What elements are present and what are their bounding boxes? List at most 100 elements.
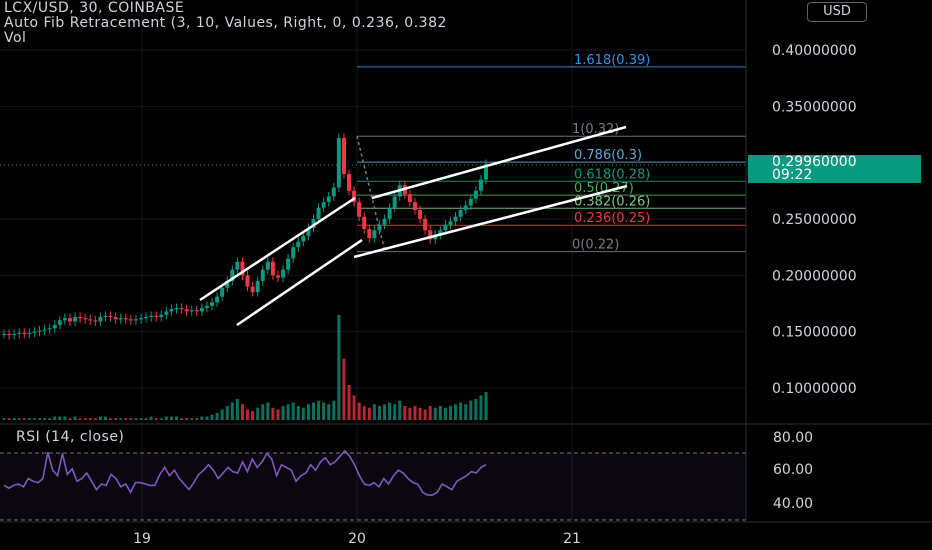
- volume-bar: [139, 418, 143, 420]
- currency-button[interactable]: USD: [807, 2, 867, 22]
- time-axis: 19 20 21: [0, 521, 932, 547]
- rsi-legend[interactable]: RSI (14, close): [16, 429, 125, 445]
- candle-body: [12, 333, 17, 336]
- volume-bar: [413, 406, 417, 420]
- candle-body: [352, 190, 357, 203]
- fib-retracement-levels: 1.618(0.39)1(0.32)0.786(0.3)0.618(0.28)0…: [356, 53, 746, 253]
- candle-body: [52, 324, 57, 329]
- fib-level-label: 0(0.22): [572, 238, 619, 253]
- rsi-pane: 80.00 60.00 40.00: [0, 423, 932, 521]
- last-price-tag: 0.29960000 09:22: [748, 155, 921, 183]
- volume-bar: [27, 418, 31, 420]
- candle-body: [286, 258, 291, 270]
- candle-body: [418, 209, 423, 219]
- candle-body: [316, 207, 321, 219]
- candle-body: [407, 194, 412, 203]
- candle-body: [169, 309, 174, 312]
- price-axis-label: 0.15000000: [772, 325, 857, 341]
- candle-body: [98, 317, 103, 322]
- volume-bar: [210, 414, 214, 420]
- volume-bar: [327, 404, 331, 420]
- volume-bar: [240, 404, 244, 420]
- volume-bar: [185, 418, 189, 420]
- volume-bar: [190, 418, 194, 420]
- volume-bar: [68, 418, 72, 420]
- volume-bar: [403, 406, 407, 420]
- candle-body: [174, 308, 179, 310]
- channel-trendline[interactable]: [236, 238, 363, 327]
- trendline-drawings[interactable]: [199, 125, 628, 327]
- volume-bar: [428, 406, 432, 420]
- rsi-axis-label: 80.00: [773, 430, 813, 446]
- candle-body: [144, 317, 149, 319]
- volume-bar: [266, 402, 270, 420]
- volume-bar: [53, 416, 57, 420]
- price-axis-label: 0.25000000: [772, 212, 857, 228]
- rsi-band-fill: [0, 453, 746, 520]
- volume-bar: [134, 418, 138, 420]
- volume-bar: [180, 418, 184, 420]
- volume-bar: [251, 411, 255, 420]
- candle-body: [367, 229, 372, 239]
- volume-bar: [433, 407, 437, 420]
- time-axis-label: 19: [133, 531, 151, 547]
- channel-trendline[interactable]: [199, 196, 356, 302]
- candle-body: [47, 328, 52, 330]
- candle-body: [448, 221, 453, 225]
- candle-body: [194, 310, 199, 312]
- volume-bar: [246, 409, 250, 420]
- volume-bar: [464, 404, 468, 420]
- time-axis-label: 20: [348, 531, 366, 547]
- volume-bar: [114, 418, 118, 420]
- volume-bar: [164, 416, 168, 420]
- volume-bar: [7, 418, 11, 420]
- volume-bar: [286, 404, 290, 420]
- volume-bar: [256, 407, 260, 420]
- volume-bar: [271, 407, 275, 420]
- volume-legend[interactable]: Vol: [4, 30, 27, 46]
- candle-body: [235, 261, 240, 270]
- candle-body: [473, 190, 478, 199]
- volume-bar: [169, 416, 173, 420]
- candle-body: [382, 219, 387, 225]
- candle-body: [164, 311, 169, 315]
- channel-trendline[interactable]: [371, 125, 627, 200]
- candle-body: [250, 286, 255, 293]
- candle-body: [159, 314, 164, 318]
- candle-body: [362, 216, 367, 230]
- channel-trendline[interactable]: [353, 184, 628, 259]
- candle-body: [154, 315, 159, 318]
- volume-bar: [448, 406, 452, 420]
- fib-indicator-legend[interactable]: Auto Fib Retracement (3, 10, Values, Rig…: [4, 15, 447, 31]
- volume-bar: [454, 404, 458, 420]
- volume-bar: [17, 418, 21, 420]
- volume-bar: [383, 404, 387, 420]
- volume-bar: [220, 409, 224, 420]
- candle-body: [42, 329, 47, 331]
- candle-body: [341, 137, 346, 174]
- candle-body: [225, 280, 230, 288]
- candle-body: [7, 333, 12, 336]
- price-axis-label: 0.10000000: [772, 381, 857, 397]
- candle-body: [73, 317, 78, 322]
- volume-bar: [352, 395, 356, 420]
- volume-bar: [119, 418, 123, 420]
- symbol-title[interactable]: LCX/USD, 30, COINBASE: [4, 0, 185, 16]
- candle-body: [326, 196, 331, 203]
- volume-bar: [357, 402, 361, 420]
- volume-bar: [78, 418, 82, 420]
- candle-body: [281, 269, 286, 278]
- candle-body: [357, 202, 362, 217]
- candle-body: [103, 315, 108, 318]
- fib-level-label: 0.786(0.3): [574, 148, 642, 163]
- volume-bar: [154, 418, 158, 420]
- candle-body: [245, 275, 250, 287]
- candle-body: [199, 308, 204, 312]
- volume-bar: [296, 406, 300, 420]
- volume-bar: [443, 407, 447, 420]
- candle-body: [230, 269, 235, 281]
- bar-countdown: 09:22: [772, 167, 813, 183]
- candle-body: [108, 315, 113, 318]
- volume-bar: [469, 400, 473, 420]
